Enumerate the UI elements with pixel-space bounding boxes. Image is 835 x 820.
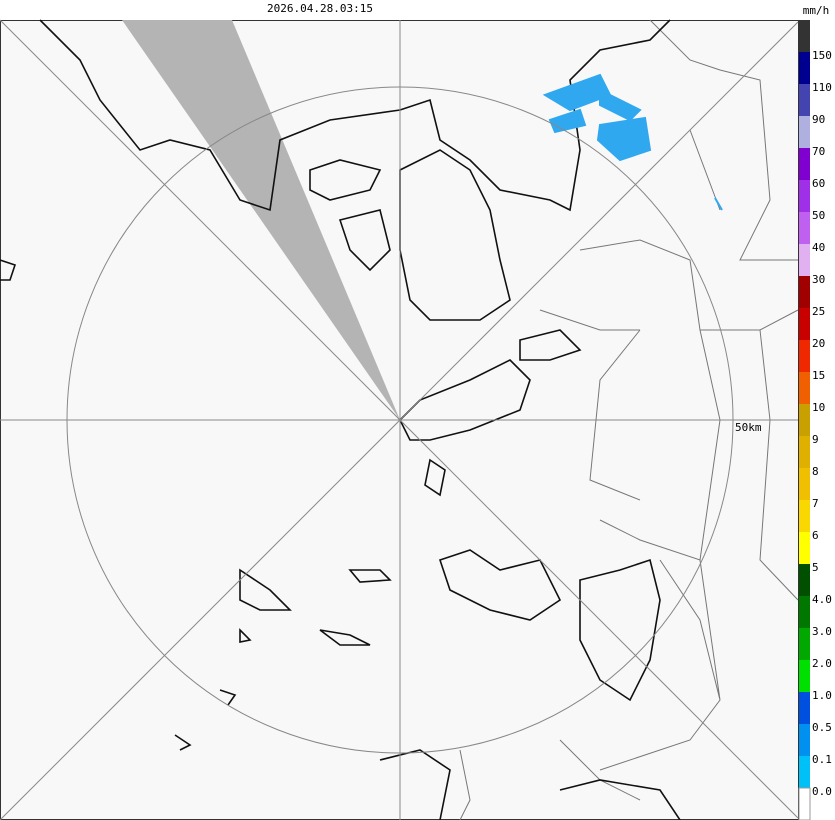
legend-label: 40 <box>812 241 825 254</box>
legend-swatch <box>799 148 810 180</box>
beam-blockage <box>122 20 400 420</box>
legend-swatch <box>799 276 810 308</box>
legend-swatch <box>799 628 810 660</box>
legend-label: 60 <box>812 177 825 190</box>
legend-swatch <box>799 660 810 692</box>
legend-label: 0.1 <box>812 753 832 766</box>
legend-swatch <box>799 468 810 500</box>
legend-swatch <box>799 692 810 724</box>
legend-swatch <box>799 404 810 436</box>
legend-label: 10 <box>812 401 825 414</box>
legend-label: 5 <box>812 561 819 574</box>
legend-label: 8 <box>812 465 819 478</box>
legend-swatch <box>799 532 810 564</box>
legend-label: 110 <box>812 81 832 94</box>
range-label: 50km <box>735 421 762 434</box>
legend-label: 150 <box>812 49 832 62</box>
legend-swatch <box>799 436 810 468</box>
legend-swatch <box>799 500 810 532</box>
legend-swatch <box>799 372 810 404</box>
legend-label: 7 <box>812 497 819 510</box>
radar-map: 50km <box>0 19 799 820</box>
legend-label: 3.0 <box>812 625 832 638</box>
legend-label: 4.0 <box>812 593 832 606</box>
range-rings <box>0 19 799 820</box>
legend-swatch <box>799 116 810 148</box>
legend-label: 30 <box>812 273 825 286</box>
legend-label: 1.0 <box>812 689 832 702</box>
legend-label: 70 <box>812 145 825 158</box>
legend-label: 20 <box>812 337 825 350</box>
legend-swatch <box>799 52 810 84</box>
legend-swatch <box>799 308 810 340</box>
legend-swatch <box>799 564 810 596</box>
legend-swatch <box>799 596 810 628</box>
legend-swatch <box>799 20 810 52</box>
legend-label: 6 <box>812 529 819 542</box>
legend-label: 2.0 <box>812 657 832 670</box>
legend-label: 0.0 <box>812 785 832 798</box>
legend-swatch <box>799 212 810 244</box>
legend-label: 25 <box>812 305 825 318</box>
legend-swatch <box>799 84 810 116</box>
legend-swatch <box>799 724 810 756</box>
legend-swatch <box>799 180 810 212</box>
color-legend: 150 110 90 70 60 50 40 30 25 20 15 10 9 8 7 6 5 4.0 3.0 2.0… <box>798 20 832 820</box>
legend-swatch <box>799 244 810 276</box>
legend-label: 9 <box>812 433 819 446</box>
legend-label: 0.5 <box>812 721 832 734</box>
rain-echoes <box>542 73 723 211</box>
legend-label: 90 <box>812 113 825 126</box>
legend-swatch <box>799 340 810 372</box>
legend-label: 15 <box>812 369 825 382</box>
legend-swatch <box>798 787 811 820</box>
legend-label: 50 <box>812 209 825 222</box>
legend-swatch <box>799 756 810 788</box>
unit-label: mm/h <box>803 4 830 17</box>
timestamp: 2026.04.28.03:15 <box>267 2 373 15</box>
